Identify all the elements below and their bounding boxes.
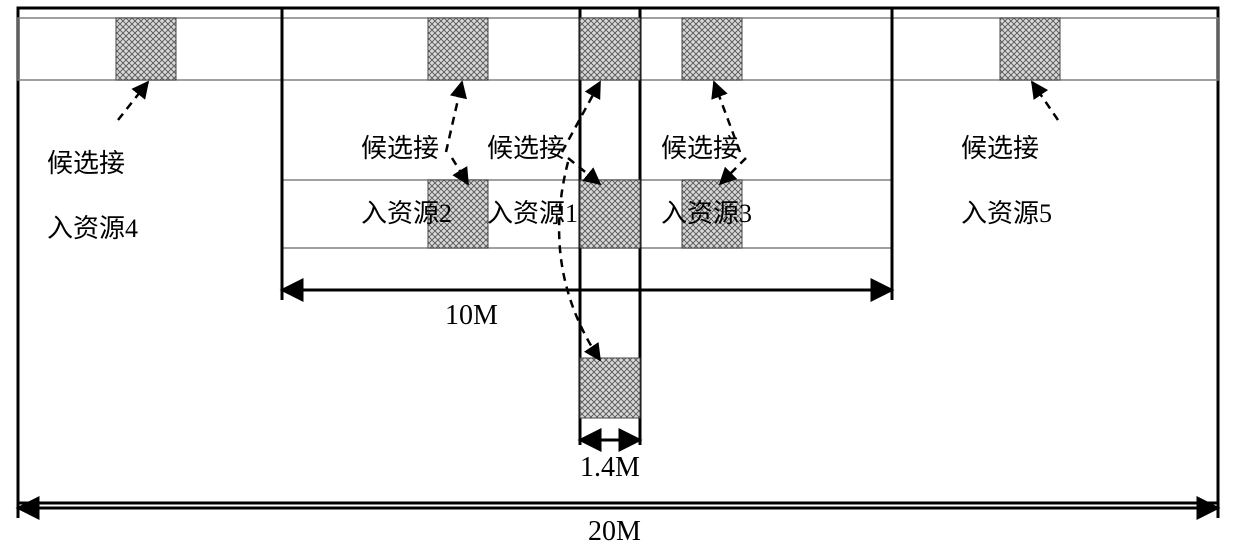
label-candidate-2-l1: 候选接 (361, 134, 439, 163)
label-candidate-4-l1: 候选接 (47, 149, 125, 178)
resource-2-top (428, 18, 488, 80)
label-candidate-5-l2: 入资源5 (961, 199, 1052, 228)
label-candidate-1-l1: 候选接 (487, 134, 565, 163)
label-candidate-1: 候选接 入资源1 (474, 100, 578, 230)
label-candidate-2-l2: 入资源2 (361, 199, 452, 228)
label-candidate-5-l1: 候选接 (961, 134, 1039, 163)
label-candidate-4: 候选接 入资源4 (34, 115, 138, 245)
label-candidate-1-l2: 入资源1 (487, 199, 578, 228)
resource-1-mid (580, 180, 640, 248)
label-candidate-2: 候选接 入资源2 (348, 100, 452, 230)
label-candidate-5: 候选接 入资源5 (948, 100, 1052, 230)
dim-10m-label: 10M (445, 300, 498, 332)
resource-3-top (682, 18, 742, 80)
label-candidate-3-l2: 入资源3 (661, 199, 752, 228)
outer-rect (18, 8, 1218, 503)
dim-1-4m-label: 1.4M (580, 452, 640, 484)
resource-1-bot (580, 358, 640, 418)
label-candidate-4-l2: 入资源4 (47, 214, 138, 243)
resource-1-top (580, 18, 640, 80)
dim-20m-label: 20M (588, 516, 641, 548)
label-candidate-3: 候选接 入资源3 (648, 100, 752, 230)
label-candidate-3-l1: 候选接 (661, 134, 739, 163)
resource-5-top (1000, 18, 1060, 80)
resource-4-top (116, 18, 176, 80)
